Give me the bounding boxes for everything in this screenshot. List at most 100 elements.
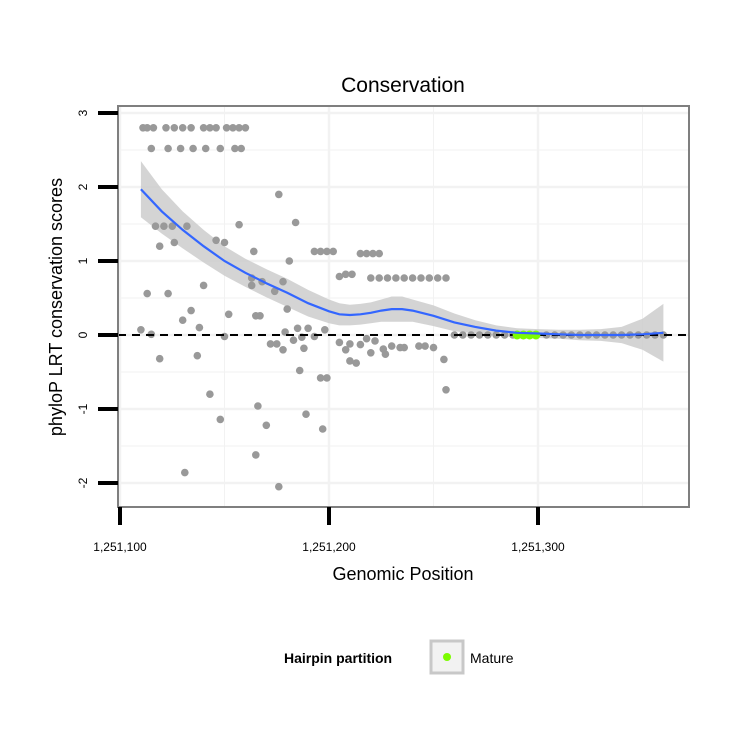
data-point <box>362 249 371 258</box>
data-point <box>155 242 164 250</box>
data-point <box>199 124 208 132</box>
data-point <box>212 124 220 132</box>
data-point <box>266 340 275 348</box>
data-point <box>348 270 356 279</box>
panel-border <box>117 105 690 508</box>
data-point <box>206 390 214 399</box>
y-tick-label: 0 <box>76 331 90 338</box>
data-point <box>417 274 425 282</box>
data-point <box>285 257 294 265</box>
data-point <box>216 144 225 153</box>
data-point <box>442 274 450 282</box>
data-point <box>222 124 231 132</box>
data-point <box>189 144 197 153</box>
data-point <box>164 144 172 153</box>
data-point <box>178 316 187 325</box>
data-point <box>375 249 384 258</box>
x-axis: 1,251,100 1,251,200 1,251,300 <box>93 507 565 554</box>
data-point <box>160 222 168 230</box>
data-point <box>367 349 375 357</box>
data-point <box>262 421 271 430</box>
data-point <box>199 281 208 290</box>
data-point <box>193 351 202 360</box>
data-point <box>181 468 189 477</box>
mature-point <box>531 330 541 340</box>
data-point <box>335 338 344 347</box>
y-axis-title: phyloP LRT conservation scores <box>46 178 66 436</box>
data-point <box>241 124 250 132</box>
data-point <box>459 331 467 339</box>
data-point <box>168 222 177 230</box>
data-point <box>235 124 243 132</box>
data-point <box>279 277 287 286</box>
data-point <box>392 274 400 282</box>
x-tick-label: 1,251,100 <box>93 540 147 554</box>
data-point <box>371 337 379 345</box>
chart-title: Conservation <box>341 74 465 97</box>
data-point <box>408 274 417 282</box>
data-point <box>387 342 396 350</box>
data-point <box>415 342 423 350</box>
data-point <box>440 355 448 364</box>
smooth-line <box>140 188 664 337</box>
data-point <box>143 124 151 132</box>
data-point <box>300 344 308 353</box>
data-point <box>155 354 164 363</box>
data-point <box>178 124 187 132</box>
data-point <box>250 247 258 256</box>
data-point <box>195 323 204 332</box>
data-point <box>318 425 327 433</box>
data-point <box>341 346 350 354</box>
data-point <box>231 144 239 153</box>
x-axis-title: Genomic Position <box>332 564 473 584</box>
data-point <box>237 144 245 153</box>
data-point <box>304 324 312 333</box>
data-point <box>254 402 262 410</box>
data-point <box>362 334 371 343</box>
data-point <box>170 238 179 247</box>
data-point <box>383 274 392 282</box>
data-point <box>323 247 331 256</box>
data-point <box>302 410 310 419</box>
data-point <box>381 350 390 359</box>
data-point <box>475 331 484 339</box>
legend: Hairpin partition Mature <box>284 639 514 675</box>
confidence-band <box>140 161 664 362</box>
data-point <box>356 249 365 258</box>
data-point <box>321 326 329 334</box>
data-point <box>164 289 172 298</box>
data-point <box>235 220 243 229</box>
data-point <box>346 340 354 348</box>
data-point <box>367 274 375 282</box>
data-point <box>212 236 220 245</box>
data-point <box>341 270 350 279</box>
data-point <box>137 326 145 334</box>
data-point <box>224 310 233 319</box>
data-point <box>220 332 229 341</box>
data-point <box>310 247 319 256</box>
data-point <box>433 274 442 282</box>
data-point <box>183 222 191 230</box>
loess-curve <box>140 188 664 337</box>
data-point <box>352 359 361 367</box>
x-tick-label: 1,251,300 <box>511 540 565 554</box>
legend-key-mature-marker <box>443 653 451 661</box>
data-point <box>335 272 344 281</box>
data-point <box>151 222 160 230</box>
data-point <box>206 124 214 132</box>
data-point <box>162 124 170 132</box>
y-tick-label: 1 <box>76 257 90 264</box>
data-point <box>247 281 256 290</box>
data-point <box>291 218 300 227</box>
data-point <box>201 144 210 153</box>
data-point <box>273 340 281 348</box>
legend-label-mature: Mature <box>470 650 514 666</box>
ci-band <box>140 161 664 362</box>
data-point <box>283 305 292 313</box>
data-point <box>400 343 409 352</box>
data-point <box>375 274 384 282</box>
data-point <box>229 124 237 132</box>
legend-title: Hairpin partition <box>284 650 392 666</box>
data-point <box>356 340 365 349</box>
